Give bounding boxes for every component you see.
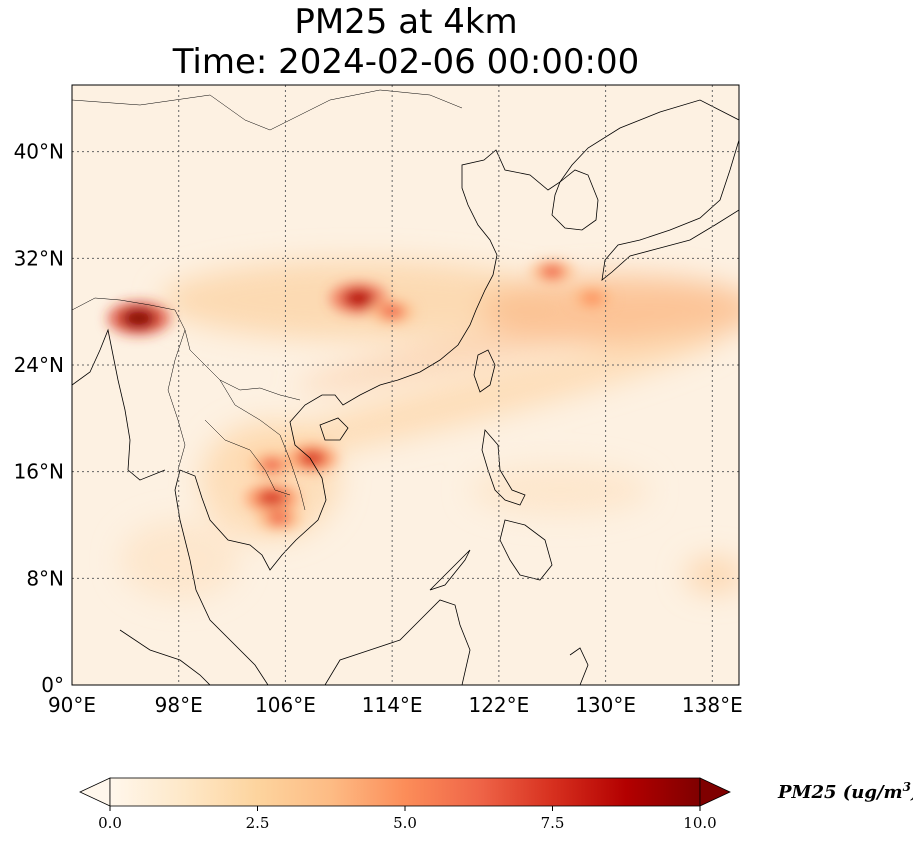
colorbar-label: PM25 (ug/m3): [777, 780, 913, 803]
hotspot-core-1: [343, 289, 375, 308]
colorbar-tick-label: 0.0: [98, 814, 122, 832]
coastline-mainland-east-asia: [174, 99, 739, 685]
colorbar-ticks: 0.0 2.5 5.0 7.5 10.0: [98, 806, 717, 832]
map-frame: [71, 84, 740, 686]
border-china-india-myanmar: [72, 297, 301, 401]
pm25-field: [107, 259, 739, 600]
coastline-sulawesi: [569, 647, 589, 685]
map-title: PM25 at 4km Time: 2024-02-06 00:00:00: [0, 2, 812, 82]
lat-tick-label: 16°N: [14, 460, 64, 484]
map-panel: [71, 84, 740, 686]
hotspot-core-7: [539, 264, 565, 279]
lon-tick-label: 130°E: [575, 693, 636, 717]
lon-tick-label: 138°E: [682, 693, 743, 717]
colorbar-label-close: ): [910, 782, 913, 803]
border-laos-vietnam: [219, 379, 306, 511]
colorbar-tick-label: 5.0: [393, 814, 417, 832]
coastline-korea: [551, 169, 599, 231]
colorbar-extend-max: [699, 777, 731, 807]
colorbar-body: [109, 777, 701, 807]
lat-tick-label: 40°N: [14, 140, 64, 164]
coastline-sumatra: [119, 629, 211, 685]
coastline-hainan: [319, 417, 349, 441]
plume-andaman: [120, 520, 240, 600]
map-title-line2: Time: 2024-02-06 00:00:00: [172, 42, 640, 82]
coastline-palawan: [429, 549, 471, 591]
lat-tick-label: 32°N: [14, 246, 64, 270]
border-myanmar-thailand: [167, 329, 186, 471]
pm25-hotspots: [107, 259, 614, 531]
lon-tick-label: 122°E: [468, 693, 529, 717]
lat-tick-label: 24°N: [14, 353, 64, 377]
plume-southeast: [685, 557, 739, 593]
lat-tick-label: 8°N: [26, 566, 64, 590]
lat-tick-labels: 0° 8°N 16°N 24°N 32°N 40°N: [14, 140, 64, 697]
lon-tick-labels: 90°E 98°E 106°E 114°E 122°E 130°E 138°E: [48, 693, 743, 717]
coastline-philippines-south: [499, 519, 553, 581]
coastline-japan: [601, 139, 739, 281]
lat-tick-label: 0°: [41, 673, 64, 697]
lon-tick-label: 114°E: [362, 693, 423, 717]
plume-south-china-sea: [217, 333, 723, 467]
colorbar-tick-label: 10.0: [683, 814, 716, 832]
lon-tick-label: 90°E: [48, 693, 96, 717]
pm25-plumes: [120, 260, 739, 600]
hotspot-core-8: [581, 291, 604, 305]
hotspot-core-6: [259, 457, 285, 473]
coastline-taiwan: [473, 349, 496, 393]
hotspot-core-3: [257, 490, 287, 507]
lon-tick-label: 98°E: [155, 693, 203, 717]
hotspot-core-5: [298, 450, 326, 467]
coastline-bay-of-bengal: [72, 328, 166, 481]
plume-philippine-sea: [470, 465, 650, 515]
hotspot-core-4: [266, 511, 292, 526]
country-borders: [72, 89, 463, 511]
colorbar-extend-min: [79, 777, 111, 807]
border-northern: [72, 89, 463, 131]
coastlines: [72, 99, 739, 685]
colorbar-tick-label: 2.5: [246, 814, 270, 832]
colorbar-label-exponent: 3: [903, 780, 911, 794]
coastline-borneo: [324, 599, 471, 685]
hotspot-core-0: [121, 308, 156, 328]
colorbar-tick-label: 7.5: [541, 814, 565, 832]
colorbar-label-text: PM25 (ug/m: [777, 782, 903, 803]
colorbar: 0.0 2.5 5.0 7.5 10.0 PM25 (ug/m3): [79, 777, 913, 832]
border-thailand-cambodia: [204, 419, 291, 496]
lon-tick-label: 106°E: [255, 693, 316, 717]
gridlines: [72, 85, 739, 685]
map-title-line1: PM25 at 4km: [294, 2, 518, 42]
